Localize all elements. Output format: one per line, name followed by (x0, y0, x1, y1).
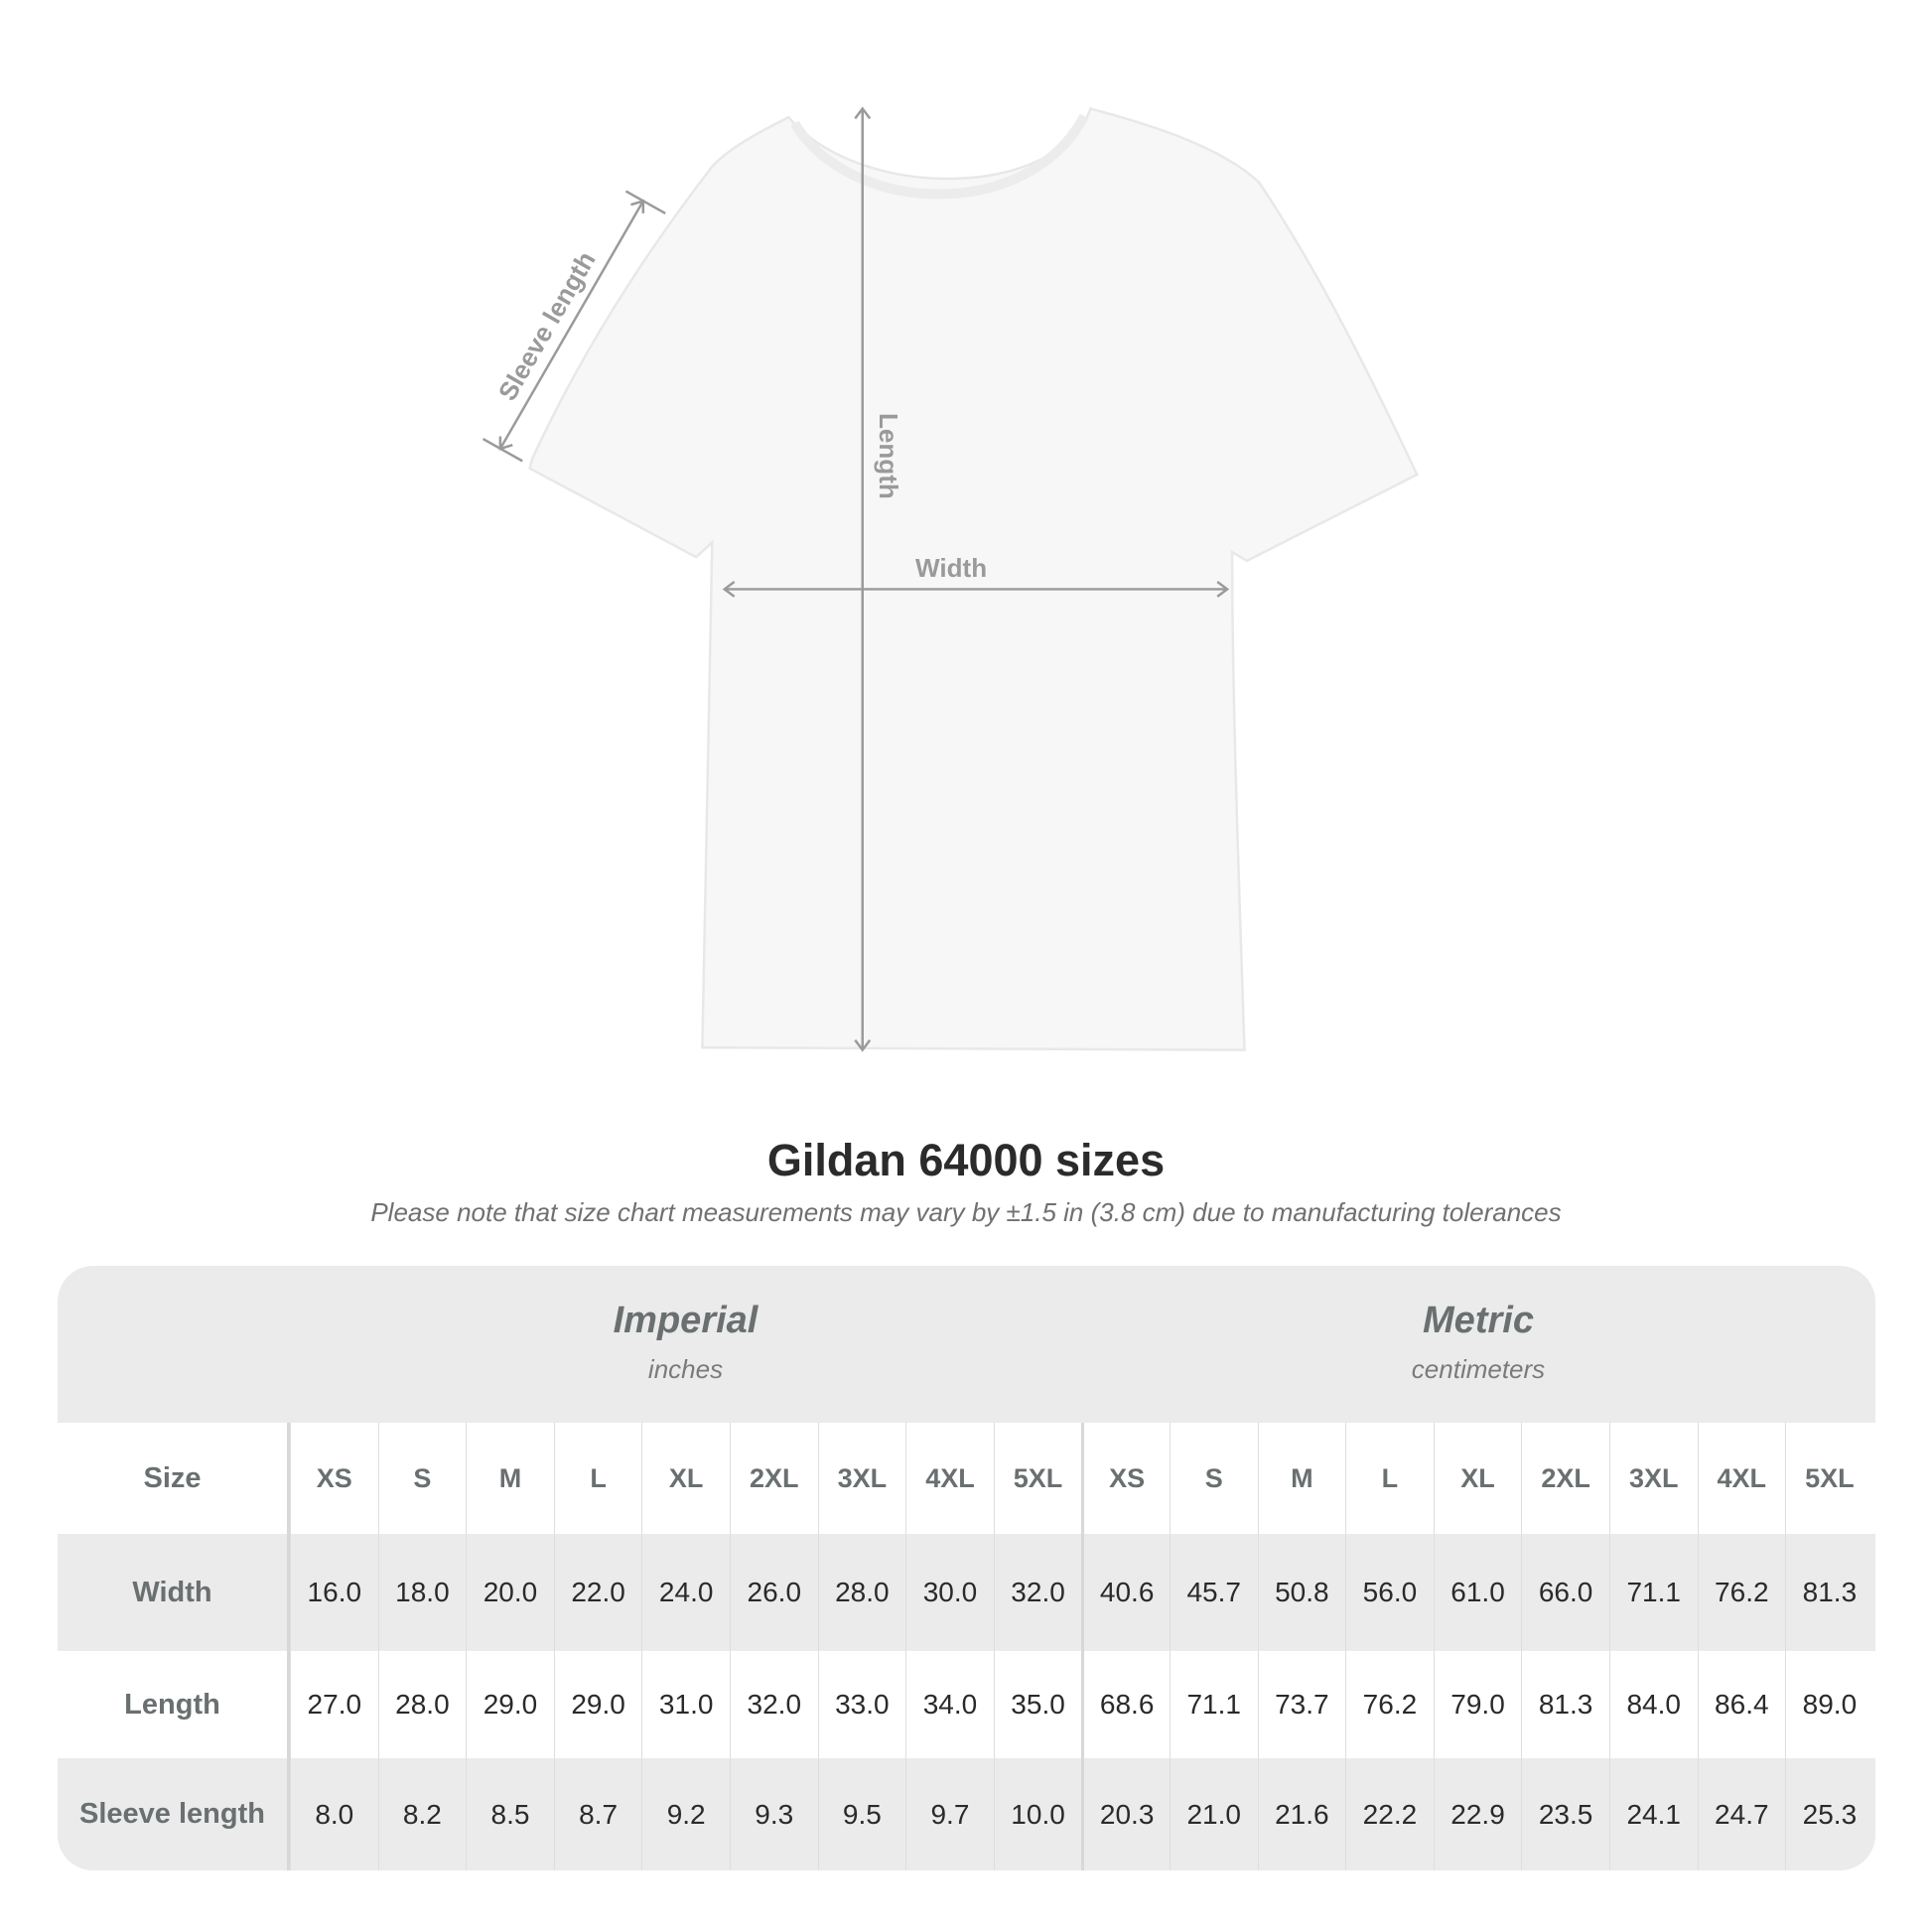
metric-value: 73.7 (1257, 1651, 1346, 1758)
metric-value: 81.3 (1785, 1534, 1873, 1651)
imperial-value: 29.0 (553, 1651, 642, 1758)
imperial-value: 9.5 (817, 1758, 906, 1870)
size-header-row: Size XS S M L XL 2XL 3XL 4XL 5XL XS S M L XL 2XL 3XL 4XL 5… (58, 1423, 1875, 1534)
metric-value: 79.0 (1433, 1651, 1522, 1758)
row-label: Sleeve length (58, 1758, 290, 1870)
imperial-value: 22.0 (553, 1534, 642, 1651)
metric-value: 50.8 (1257, 1534, 1346, 1651)
size-header-metric: 3XL (1608, 1423, 1698, 1534)
tolerance-note: Please note that size chart measurements… (370, 1197, 1562, 1227)
imperial-value: 9.3 (729, 1758, 818, 1870)
metric-value: 76.2 (1697, 1534, 1786, 1651)
size-header-metric: S (1169, 1423, 1258, 1534)
imperial-label: Imperial (613, 1300, 759, 1341)
size-header-metric: XS (1081, 1423, 1170, 1534)
imperial-value: 33.0 (817, 1651, 906, 1758)
size-header-imperial: S (377, 1423, 467, 1534)
page-title: Gildan 64000 sizes (766, 1135, 1166, 1185)
metric-value: 56.0 (1345, 1534, 1434, 1651)
imperial-value: 9.2 (641, 1758, 730, 1870)
metric-value: 20.3 (1081, 1758, 1170, 1870)
size-header-imperial: M (466, 1423, 554, 1534)
imperial-value: 24.0 (641, 1534, 730, 1651)
length-arrow (854, 106, 872, 1052)
metric-value: 40.6 (1081, 1534, 1170, 1651)
metric-value: 24.1 (1608, 1758, 1698, 1870)
imperial-value: 8.7 (553, 1758, 642, 1870)
size-header-imperial: 5XL (993, 1423, 1082, 1534)
width-arrow (722, 580, 1230, 598)
metric-header: Metric centimeters (1081, 1266, 1875, 1423)
imperial-value: 32.0 (729, 1651, 818, 1758)
imperial-value: 30.0 (905, 1534, 994, 1651)
imperial-value: 29.0 (466, 1651, 554, 1758)
metric-value: 24.7 (1697, 1758, 1786, 1870)
imperial-value: 28.0 (377, 1651, 467, 1758)
metric-value: 22.2 (1345, 1758, 1434, 1870)
imperial-value: 20.0 (466, 1534, 554, 1651)
imperial-value: 8.5 (466, 1758, 554, 1870)
table-row: Width 16.0 18.0 20.0 22.0 24.0 26.0 28.0 30.0 32.… (58, 1534, 1875, 1651)
imperial-header: Imperial inches (290, 1266, 1081, 1423)
imperial-value: 16.0 (290, 1534, 378, 1651)
imperial-value: 27.0 (290, 1651, 378, 1758)
size-header-imperial: 2XL (729, 1423, 818, 1534)
size-label: Size (58, 1423, 290, 1534)
length-label: Length (874, 413, 903, 499)
metric-value: 21.6 (1257, 1758, 1346, 1870)
size-header-metric: 5XL (1785, 1423, 1873, 1534)
size-header-imperial: L (553, 1423, 642, 1534)
tshirt-diagram: Length Width Sleeve length (482, 106, 1419, 1052)
metric-value: 61.0 (1433, 1534, 1522, 1651)
metric-value: 25.3 (1785, 1758, 1873, 1870)
imperial-value: 9.7 (905, 1758, 994, 1870)
metric-value: 23.5 (1521, 1758, 1609, 1870)
width-label: Width (915, 553, 987, 583)
metric-value: 84.0 (1608, 1651, 1698, 1758)
size-header-metric: 2XL (1521, 1423, 1609, 1534)
size-header-imperial: 4XL (905, 1423, 994, 1534)
metric-value: 66.0 (1521, 1534, 1609, 1651)
imperial-value: 18.0 (377, 1534, 467, 1651)
imperial-value: 32.0 (993, 1534, 1082, 1651)
metric-value: 68.6 (1081, 1651, 1170, 1758)
sleeve-arrow (482, 190, 666, 463)
tshirt-shape (528, 106, 1419, 1051)
table-row: Length 27.0 28.0 29.0 29.0 31.0 32.0 33.0 34.0 35… (58, 1651, 1875, 1758)
size-table: Imperial inches Metric centimeters Size X… (58, 1266, 1875, 1870)
row-label: Width (58, 1534, 290, 1651)
metric-unit: centimeters (1411, 1354, 1546, 1384)
size-header-metric: L (1345, 1423, 1434, 1534)
imperial-value: 28.0 (817, 1534, 906, 1651)
imperial-value: 10.0 (993, 1758, 1082, 1870)
imperial-unit: inches (647, 1354, 724, 1384)
row-label: Length (58, 1651, 290, 1758)
imperial-value: 26.0 (729, 1534, 818, 1651)
metric-value: 81.3 (1521, 1651, 1609, 1758)
table-row: Sleeve length 8.0 8.2 8.5 8.7 9.2 9.3 9.5 9.7 10.… (58, 1758, 1875, 1870)
size-header-imperial: XL (641, 1423, 730, 1534)
metric-value: 71.1 (1608, 1534, 1698, 1651)
metric-value: 86.4 (1697, 1651, 1786, 1758)
imperial-value: 8.0 (290, 1758, 378, 1870)
imperial-value: 31.0 (641, 1651, 730, 1758)
metric-value: 76.2 (1345, 1651, 1434, 1758)
size-header-metric: M (1257, 1423, 1346, 1534)
size-header-imperial: 3XL (817, 1423, 906, 1534)
imperial-value: 8.2 (377, 1758, 467, 1870)
metric-label: Metric (1423, 1300, 1534, 1341)
size-header-imperial: XS (290, 1423, 378, 1534)
size-header-metric: 4XL (1697, 1423, 1786, 1534)
metric-value: 89.0 (1785, 1651, 1873, 1758)
imperial-value: 35.0 (993, 1651, 1082, 1758)
collar (790, 113, 1089, 200)
metric-value: 45.7 (1169, 1534, 1258, 1651)
metric-value: 22.9 (1433, 1758, 1522, 1870)
metric-value: 21.0 (1169, 1758, 1258, 1870)
imperial-value: 34.0 (905, 1651, 994, 1758)
metric-value: 71.1 (1169, 1651, 1258, 1758)
size-header-metric: XL (1433, 1423, 1522, 1534)
